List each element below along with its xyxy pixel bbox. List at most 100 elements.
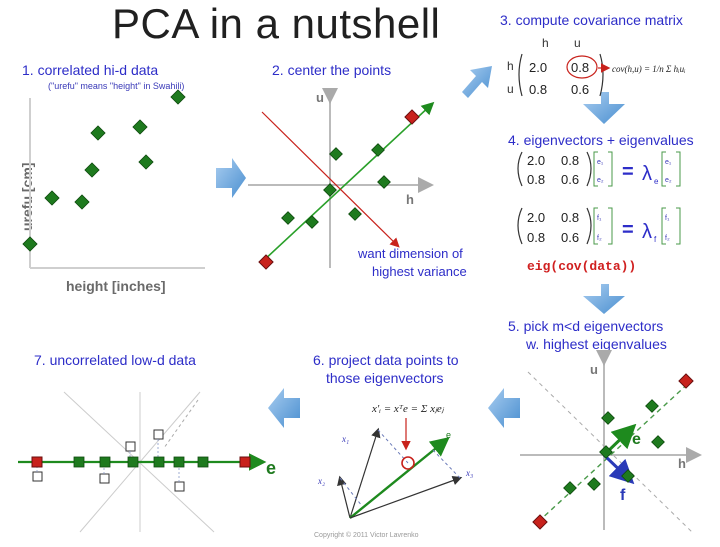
point — [305, 215, 319, 229]
point — [138, 154, 154, 170]
projected-point — [73, 456, 85, 468]
step-7-label: 7. uncorrelated low-d data — [34, 352, 196, 368]
point — [281, 211, 295, 225]
point — [563, 481, 577, 495]
panel1-scatter — [22, 89, 205, 269]
point — [323, 183, 337, 197]
point — [22, 236, 38, 252]
flow-arrow-up-right — [462, 66, 492, 98]
svg-text:=: = — [622, 219, 634, 241]
projection-formula: x'ᵢ = xᵀe = Σ xⱼeⱼ — [371, 403, 445, 415]
page-title: PCA in a nutshell — [112, 0, 441, 47]
svg-text:f: f — [654, 235, 657, 244]
panel2-note-2: highest variance — [372, 264, 467, 279]
point — [377, 175, 391, 189]
projected-outlier — [239, 456, 251, 468]
step-4-label: 4. eigenvectors + eigenvalues — [508, 132, 694, 148]
panel1-xlabel: height [inches] — [66, 278, 166, 294]
point — [170, 89, 186, 105]
step-3-label: 3. compute covariance matrix — [500, 12, 683, 28]
covariance-matrix: h u h u 2.0 0.8 0.8 0.6 cov(h,u) = 1/n Σ… — [507, 36, 686, 97]
flow-arrow-down-2 — [583, 284, 625, 314]
original-point — [125, 441, 136, 452]
svg-text:e₂: e₂ — [597, 177, 604, 184]
step-1-label: 1. correlated hi-d data — [22, 62, 159, 78]
outlier-point — [678, 373, 694, 389]
projected-outlier — [31, 456, 43, 468]
point — [74, 194, 90, 210]
cov-m22: 0.6 — [571, 82, 589, 97]
svg-text:x₃: x₃ — [465, 468, 473, 478]
svg-text:0.6: 0.6 — [561, 230, 579, 245]
panel2-u-label: u — [316, 90, 324, 105]
point — [84, 162, 100, 178]
flow-arrow-left-2 — [268, 388, 300, 428]
cov-m21: 0.8 — [529, 82, 547, 97]
flow-arrow-left-1 — [488, 388, 520, 428]
projected-point — [173, 456, 185, 468]
flow-arrow-right-1 — [216, 158, 246, 198]
outlier-point — [404, 109, 420, 125]
cov-formula: cov(h,u) = 1/n Σ hᵢuᵢ — [612, 64, 686, 74]
panel2-h-label: h — [406, 192, 414, 207]
svg-text:e: e — [654, 177, 659, 186]
cov-m12: 0.8 — [571, 60, 589, 75]
svg-text:λ: λ — [642, 163, 652, 185]
panel5-u-label: u — [590, 362, 598, 377]
svg-text:2.0: 2.0 — [527, 153, 545, 168]
svg-text:0.6: 0.6 — [561, 172, 579, 187]
point — [329, 147, 343, 161]
step-5-label-b: w. highest eigenvalues — [526, 336, 667, 352]
projected-point — [153, 456, 165, 468]
svg-text:e₂: e₂ — [665, 177, 672, 184]
step-6-label-a: 6. project data points to — [313, 352, 459, 368]
flow-arrow-down-1 — [583, 92, 625, 124]
step-5-label-a: 5. pick m<d eigenvectors — [508, 318, 664, 334]
point — [132, 119, 148, 135]
panel6-projection: x'ᵢ = xᵀe = Σ xⱼeⱼ x₁ x₂ x₃ e — [317, 403, 473, 519]
eig-code: eig(cov(data)) — [527, 259, 636, 274]
svg-text:e: e — [446, 430, 451, 440]
point — [651, 435, 665, 449]
panel7-lowd — [18, 391, 267, 533]
point — [348, 207, 362, 221]
outlier-point — [532, 514, 548, 530]
svg-text:f₂: f₂ — [665, 235, 670, 242]
svg-text:0.8: 0.8 — [527, 230, 545, 245]
svg-text:0.8: 0.8 — [527, 172, 545, 187]
svg-text:f₁: f₁ — [597, 215, 602, 222]
point — [621, 469, 635, 483]
svg-text:0.8: 0.8 — [561, 210, 579, 225]
panel5-f-label: f — [620, 487, 626, 504]
panel5-e-label: e — [632, 431, 641, 448]
cov-col-h: h — [542, 36, 549, 50]
eigen-equations: 2.0 0.8 0.8 0.6 e₁ e₂ = λ e e₁ e₂ 2.0 0.… — [517, 151, 681, 274]
cov-col-u: u — [574, 36, 581, 50]
svg-text:2.0: 2.0 — [527, 210, 545, 225]
projected-point — [197, 456, 209, 468]
panel5-eigenvectors — [520, 350, 702, 533]
point — [371, 143, 385, 157]
point — [44, 190, 60, 206]
step-2-label: 2. center the points — [272, 62, 392, 78]
cov-row-h: h — [507, 59, 514, 73]
original-point — [99, 473, 110, 484]
point — [90, 125, 106, 141]
svg-text:e₁: e₁ — [665, 159, 672, 166]
svg-text:0.8: 0.8 — [561, 153, 579, 168]
step-1-note: ("urefu" means "height" in Swahili) — [48, 81, 185, 91]
svg-text:f₁: f₁ — [665, 215, 670, 222]
svg-text:f₂: f₂ — [597, 235, 602, 242]
point — [587, 477, 601, 491]
svg-text:x₂: x₂ — [317, 476, 325, 486]
panel7-e-label: e — [266, 458, 276, 478]
projected-point — [99, 456, 111, 468]
panel2-note-1: want dimension of — [357, 246, 463, 261]
cov-m11: 2.0 — [529, 60, 547, 75]
point — [599, 445, 613, 459]
original-point — [153, 429, 164, 440]
step-6-label-b: those eigenvectors — [326, 370, 444, 386]
svg-text:e₁: e₁ — [597, 159, 604, 166]
original-point — [174, 481, 185, 492]
